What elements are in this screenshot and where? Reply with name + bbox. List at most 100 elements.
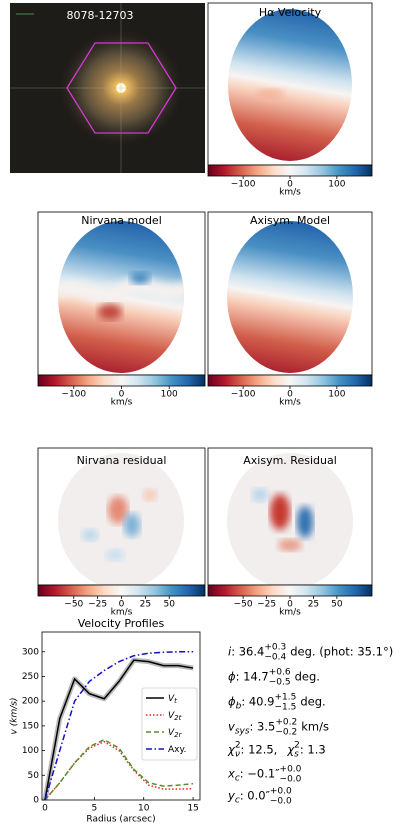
colorbar-tick-label: 0 [119, 390, 125, 400]
panel-title: Nirvana model [81, 214, 162, 227]
x-tick-label: 5 [91, 804, 97, 814]
parameter-text: −1.5 [274, 703, 296, 713]
y-tick-label: 150 [22, 721, 39, 731]
parameter-text: χ [227, 743, 236, 757]
x-tick-label: 0 [42, 804, 48, 814]
colorbar-tick-label: 100 [161, 390, 178, 400]
axisym-model-map [227, 221, 353, 373]
colorbar [207, 164, 373, 177]
legend-label: V2t [168, 711, 182, 723]
legend-name-sub: t [174, 697, 177, 705]
parameter-text: x [227, 767, 235, 781]
y-tick-label: 250 [22, 672, 39, 682]
y-tick-label: 100 [22, 746, 39, 756]
colorbar-label: km/s [279, 608, 301, 618]
chart-title: Velocity Profiles [78, 617, 165, 630]
series-line [44, 740, 194, 801]
colorbar-tick-label: 0 [119, 600, 125, 610]
colorbar-tick-label: −100 [231, 390, 256, 400]
colorbar-tick-label: −100 [61, 390, 86, 400]
panel-title: Nirvana residual [77, 454, 167, 467]
velocity-map [228, 9, 352, 161]
x-tick-label: 15 [187, 804, 198, 814]
colorbar-tick-label: −25 [257, 600, 276, 610]
y-axis-label: v (km/s) [10, 698, 20, 735]
colorbar-tick-label: −50 [64, 600, 83, 610]
colorbar [37, 584, 206, 597]
parameter-text: deg. [300, 695, 325, 709]
parameter-text: : 36.4 [231, 645, 264, 659]
parameter-text: : 0.0″ [240, 789, 271, 803]
parameter-text: : 12.5, [241, 743, 278, 757]
y-tick-label: 50 [28, 771, 40, 781]
colorbar-tick-label: 25 [308, 600, 319, 610]
parameter-text: : 3.5 [250, 720, 276, 734]
y-tick-label: 200 [22, 697, 39, 707]
parameter-text: +0.0 [270, 787, 292, 797]
galaxy-image: 8078-12703 [10, 3, 205, 173]
colorbar [37, 374, 206, 387]
parameter-text: −0.0 [280, 775, 302, 785]
legend-label: Axy. [168, 745, 186, 755]
legend-name-sub: 2t [174, 714, 181, 722]
axisym-residual-map [227, 453, 353, 589]
colorbar [207, 374, 373, 387]
colorbar-tick-label: 0 [287, 180, 293, 190]
axes-frame [41, 631, 201, 801]
y-tick-label: 0 [33, 796, 39, 806]
fit-parameters: i: 36.4 +0.3−0.4 deg. (phot: 35.1°) ϕ: 14.7… [227, 643, 393, 807]
parameter-text: b [236, 702, 242, 712]
parameter-text: deg. (phot: 35.1°) [290, 645, 393, 659]
parameter-text: sys [235, 727, 250, 737]
legend-name: V [168, 711, 175, 721]
parameter-text: c [235, 774, 240, 784]
colorbar-tick-label: −50 [234, 600, 253, 610]
parameter-text: v [228, 720, 235, 734]
colorbar-tick-label: 25 [140, 600, 151, 610]
colorbar-tick-label: −25 [88, 600, 107, 610]
series-line [44, 651, 194, 801]
parameter-text: s [294, 750, 299, 760]
colorbar-tick-label: −100 [231, 180, 256, 190]
legend-box [141, 687, 198, 761]
parameter-text: +1.5 [274, 693, 296, 703]
series-line [44, 659, 194, 801]
parameter-text: +0.3 [264, 643, 286, 653]
legend-label: Vt [168, 694, 177, 706]
colorbar-label: km/s [279, 398, 301, 408]
parameter-text: +0.6 [269, 668, 291, 678]
nirvana-residual-map [58, 453, 184, 589]
parameter-text: i [228, 645, 232, 659]
legend-label: V2r [168, 728, 183, 740]
colorbar-label: km/s [111, 608, 133, 618]
colorbar-tick-label: 50 [331, 600, 343, 610]
legend-name: V [168, 694, 175, 704]
parameter-text: 2 [235, 741, 241, 751]
parameter-text: +0.0 [280, 765, 302, 775]
parameter-text: km/s [301, 720, 329, 734]
parameter-text: −0.4 [264, 653, 286, 663]
parameter-text: c [235, 796, 240, 806]
nirvana-model-map [58, 221, 184, 373]
colorbar [207, 584, 373, 597]
x-axis-label: Radius (arcsec) [86, 815, 155, 825]
series-line [44, 738, 194, 801]
parameter-text: : −0.1″ [240, 767, 280, 781]
parameter-text: : 40.9 [241, 695, 274, 709]
panel-title: Hα Velocity [259, 6, 322, 19]
plate-ifu-label: 8078-12703 [67, 9, 134, 22]
colorbar-tick-label: 100 [328, 180, 345, 190]
parameter-text: ϕ [228, 695, 236, 709]
colorbar-tick-label: 0 [287, 390, 293, 400]
colorbar-label: km/s [111, 398, 133, 408]
y-tick-label: 300 [22, 647, 39, 657]
parameter-text: −0.2 [275, 728, 297, 738]
parameter-text: +0.2 [275, 718, 297, 728]
parameter-text: −0.0 [270, 797, 292, 807]
legend-name: V [168, 728, 175, 738]
colorbar-tick-label: 50 [163, 600, 175, 610]
legend-name: Axy. [168, 745, 186, 755]
colorbar-tick-label: 0 [287, 600, 293, 610]
colorbar-label: km/s [279, 188, 301, 198]
legend-name-sub: 2r [174, 731, 182, 739]
